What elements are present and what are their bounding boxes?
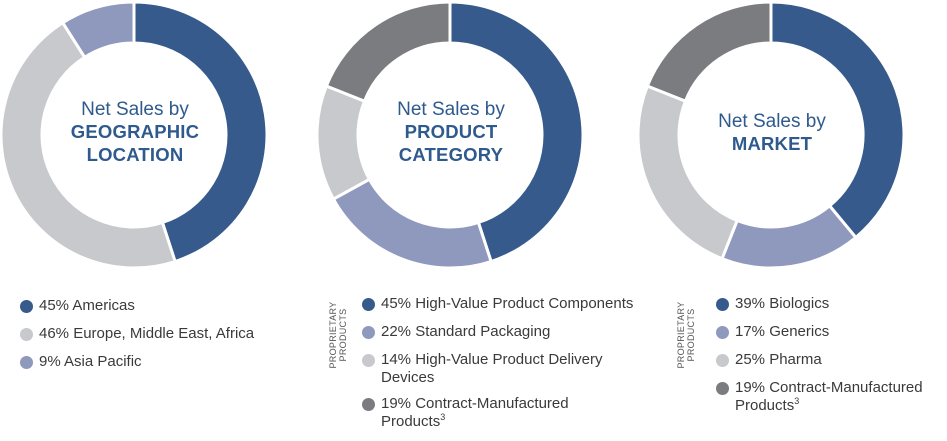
donut-slice-0	[769, 0, 906, 240]
chart-center-label-geographic: Net Sales by GEOGRAPHIC LOCATION	[35, 98, 235, 166]
legend-label: 14% High-Value Product Delivery	[381, 351, 603, 368]
legend-label: 45% High-Value Product Components	[381, 295, 634, 312]
legend-label-continued: Products	[735, 397, 795, 414]
legend-label: 9% Asia Pacific	[39, 353, 142, 370]
legend-item: 19% Contract-Manufactured Products3	[360, 395, 680, 431]
legend-item: 25% Pharma	[714, 351, 944, 369]
legend-label-continued: Devices	[381, 369, 435, 386]
legend-label: 25% Pharma	[735, 351, 822, 368]
legend-label: 17% Generics	[735, 323, 830, 340]
side-label-proprietary-products: PROPRIETARY PRODUCTS	[328, 301, 348, 369]
legend-market: 39% Biologics 17% Generics 25% Pharma 19…	[714, 295, 944, 423]
center-title-line2: PRODUCT	[404, 121, 498, 143]
legend-marker	[362, 298, 375, 311]
donut-slice-2	[60, 0, 136, 60]
donut-slice-1	[720, 203, 858, 270]
legend-marker	[20, 356, 33, 369]
side-label-proprietary-products: PROPRIETARY PRODUCTS	[676, 301, 696, 369]
donut-slice-1	[0, 20, 177, 270]
legend-geographic: 45% Americas 46% Europe, Middle East, Af…	[18, 297, 308, 381]
donut-chart-market	[637, 0, 906, 270]
legend-item: 45% Americas	[18, 297, 308, 315]
center-title-line1: Net Sales by	[718, 111, 826, 132]
legend-label: 22% Standard Packaging	[381, 323, 551, 340]
legend-item: 17% Generics	[714, 323, 944, 341]
donut-chart-product-category	[316, 0, 585, 270]
donut-slice-0	[448, 0, 585, 264]
footnote-marker: 3	[794, 396, 800, 406]
footnote-marker: 3	[440, 412, 446, 422]
center-title-line1: Net Sales by	[81, 99, 189, 120]
legend-label: 19% Contract-Manufactured	[735, 379, 923, 396]
donut-slice-3	[324, 0, 452, 104]
legend-item: 45% High-Value Product Components	[360, 295, 680, 313]
legend-item: 14% High-Value Product Delivery Devices	[360, 351, 680, 387]
donut-slice-3	[645, 0, 773, 104]
legend-marker	[362, 326, 375, 339]
legend-item: 19% Contract-Manufactured Products3	[714, 379, 944, 415]
legend-label: 39% Biologics	[735, 295, 830, 312]
legend-marker	[716, 326, 729, 339]
legend-label-continued: Products	[381, 413, 441, 430]
center-title-line2: GEOGRAPHIC	[70, 121, 200, 143]
center-title-line1: Net Sales by	[397, 99, 505, 120]
donut-chart-geographic	[0, 0, 269, 270]
legend-marker	[20, 300, 33, 313]
legend-label: 46% Europe, Middle East, Africa	[39, 325, 255, 342]
center-title-line2: MARKET	[731, 133, 813, 155]
legend-label: 45% Americas	[39, 297, 135, 314]
legend-product-category: 45% High-Value Product Components 22% St…	[360, 295, 680, 439]
legend-item: 39% Biologics	[714, 295, 944, 313]
legend-label: 19% Contract-Manufactured	[381, 395, 569, 412]
donut-slice-0	[132, 0, 269, 264]
center-title-line3: CATEGORY	[398, 143, 504, 165]
chart-center-label-product: Net Sales by PRODUCT CATEGORY	[351, 98, 551, 166]
legend-marker	[362, 398, 375, 411]
legend-item: 46% Europe, Middle East, Africa	[18, 325, 308, 343]
legend-item: 9% Asia Pacific	[18, 353, 308, 371]
legend-marker	[362, 354, 375, 367]
legend-marker	[716, 354, 729, 367]
center-title-line3: LOCATION	[86, 143, 184, 165]
chart-center-label-market: Net Sales by MARKET	[672, 110, 872, 156]
legend-marker	[716, 382, 729, 395]
legend-marker	[716, 298, 729, 311]
donut-slice-1	[331, 177, 493, 270]
legend-marker	[20, 328, 33, 341]
legend-item: 22% Standard Packaging	[360, 323, 680, 341]
